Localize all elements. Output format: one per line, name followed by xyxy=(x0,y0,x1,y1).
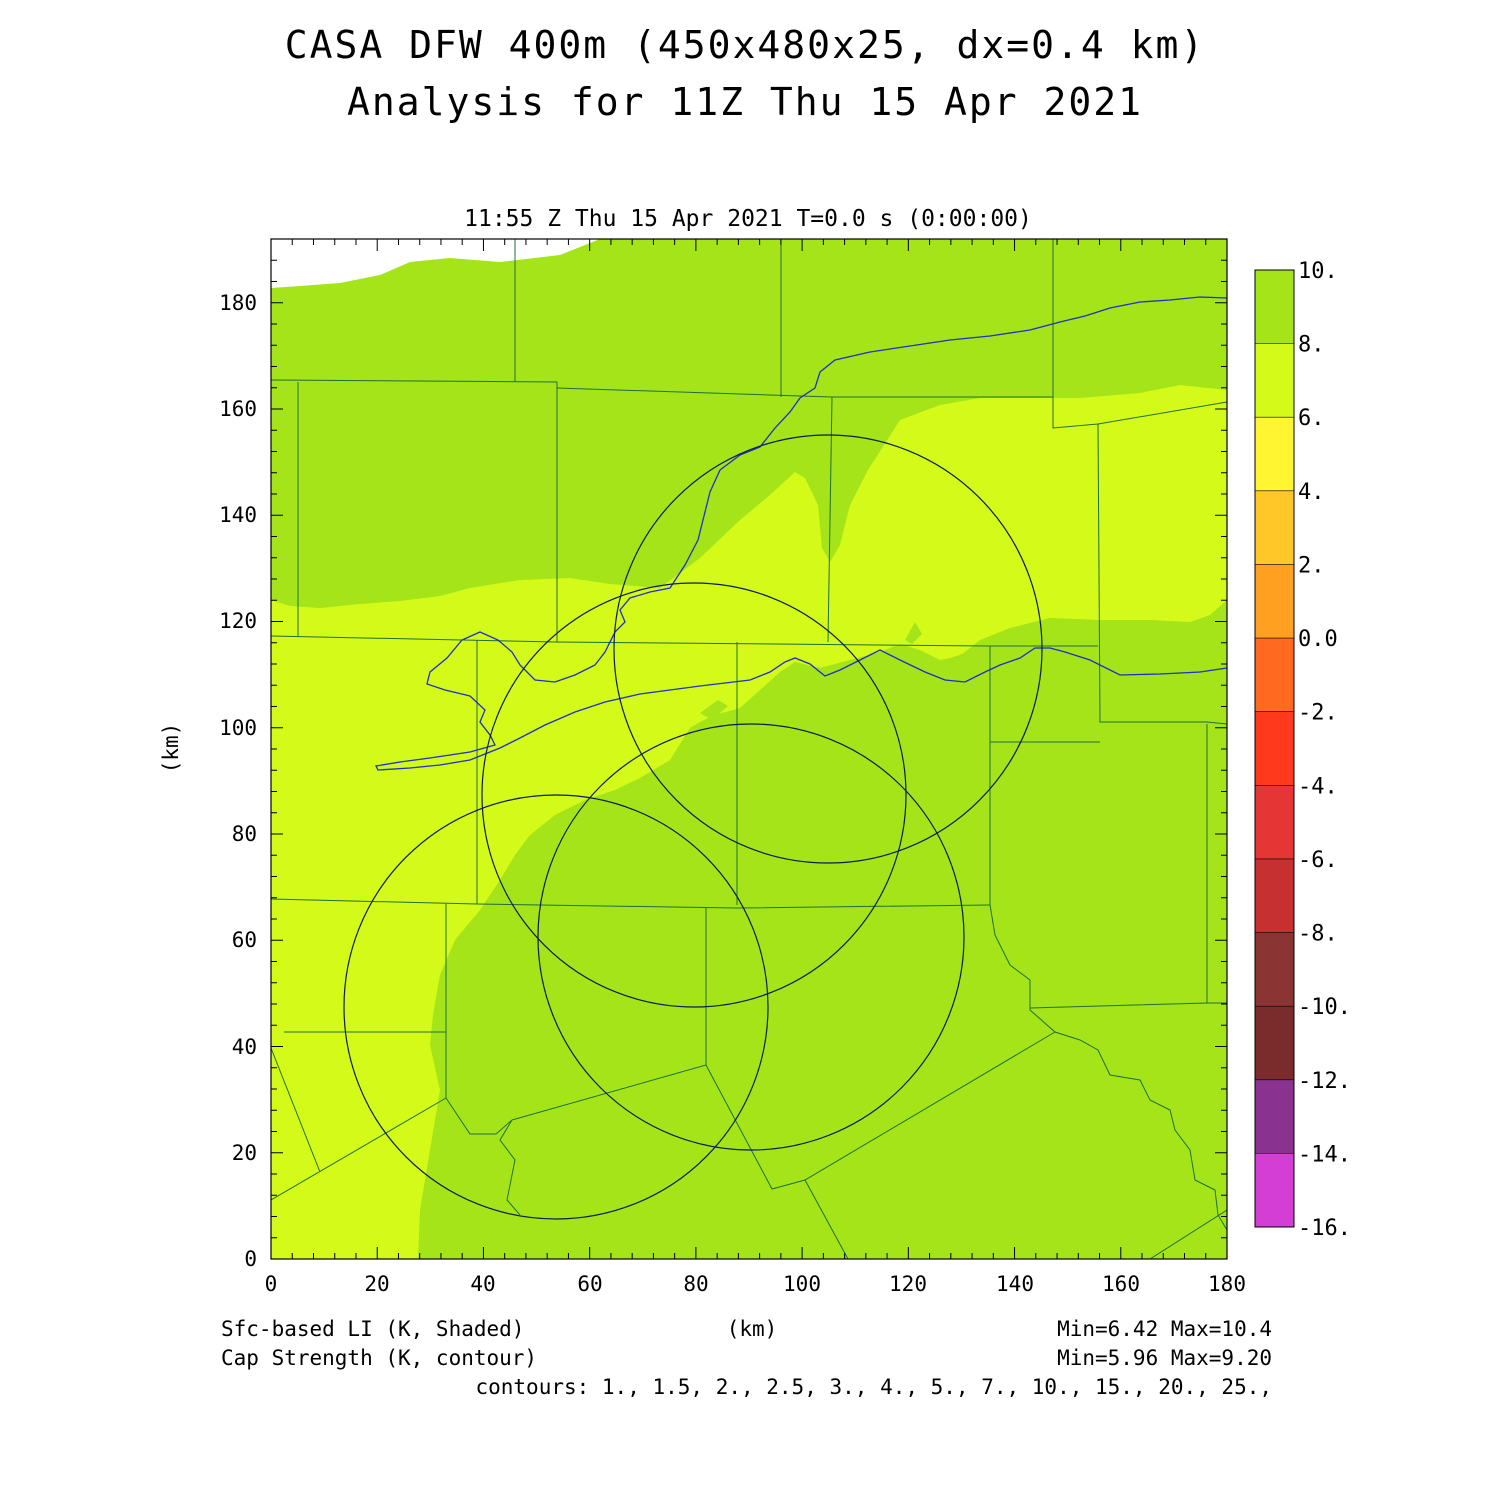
radar-ring-4 xyxy=(343,794,769,1220)
water-features xyxy=(375,296,1227,771)
field2-label: Cap Strength (K, contour) xyxy=(221,1346,537,1370)
y-tick-labels: 0 20 40 60 80 100 120 140 160 180 xyxy=(219,291,257,1271)
colorbar-block xyxy=(1255,417,1294,492)
x-tick-label: 40 xyxy=(470,1272,495,1296)
li-region-6to8 xyxy=(271,385,1227,1259)
x-tick-label: 0 xyxy=(265,1272,278,1296)
colorbar-label: -2. xyxy=(1298,701,1338,726)
colorbar-block xyxy=(1255,270,1294,345)
colorbar-label: 2. xyxy=(1298,553,1325,578)
colorbar-label: -12. xyxy=(1298,1069,1351,1094)
colorbar-label: -6. xyxy=(1298,848,1338,873)
county-boundaries xyxy=(271,239,1227,1259)
radar-ring-2 xyxy=(481,582,907,1008)
x-tick-label: 120 xyxy=(889,1272,927,1296)
field1-label: Sfc-based LI (K, Shaded) xyxy=(221,1317,524,1341)
y-tick-label: 80 xyxy=(232,822,257,846)
y-tick-label: 140 xyxy=(219,503,257,527)
li-island-3 xyxy=(905,622,922,644)
x-tick-label: 100 xyxy=(783,1272,821,1296)
plot-time-label: 11:55 Z Thu 15 Apr 2021 T=0.0 s (0:00:00… xyxy=(464,206,1032,232)
colorbar-block xyxy=(1255,858,1294,934)
y-tick-label: 100 xyxy=(219,716,257,740)
colorbar-block xyxy=(1255,638,1294,713)
colorbar-block xyxy=(1255,711,1294,786)
radar-ring-3 xyxy=(537,723,965,1151)
colorbar: 10. 8. 6. 4. 2. 0.0 -2. -4. -6. -8. -10. -12. -14. -1… xyxy=(1254,259,1351,1241)
y-tick-label: 40 xyxy=(232,1035,257,1059)
colorbar-blocks xyxy=(1255,270,1294,1228)
map-panel: 0 20 40 60 80 100 120 140 160 180 0 20 4… xyxy=(159,238,1246,1296)
main-title-line2: Analysis for 11Z Thu 15 Apr 2021 xyxy=(347,80,1143,124)
y-tick-label: 180 xyxy=(219,291,257,315)
x-tick-label: 180 xyxy=(1208,1272,1246,1296)
colorbar-block xyxy=(1255,1153,1294,1228)
colorbar-label: -4. xyxy=(1298,774,1338,799)
colorbar-label: -14. xyxy=(1298,1142,1351,1167)
field1-minmax: Min=6.42 Max=10.4 xyxy=(1057,1317,1272,1341)
colorbar-block xyxy=(1255,343,1294,418)
x-tick-label: 140 xyxy=(996,1272,1034,1296)
axis-ticks xyxy=(270,238,1228,1260)
y-tick-label: 20 xyxy=(232,1141,257,1165)
colorbar-label: -16. xyxy=(1298,1216,1351,1241)
colorbar-label: -8. xyxy=(1298,922,1338,947)
colorbar-block xyxy=(1255,1006,1294,1081)
radar-rings xyxy=(343,434,1043,1220)
x-tick-label: 80 xyxy=(683,1272,708,1296)
colorbar-label: -10. xyxy=(1298,995,1351,1020)
missing-data-area xyxy=(271,239,600,288)
colorbar-labels: 10. 8. 6. 4. 2. 0.0 -2. -4. -6. -8. -10. -12. -14. -1… xyxy=(1255,259,1351,1241)
footer: Sfc-based LI (K, Shaded) Cap Strength (K… xyxy=(221,1317,1272,1399)
colorbar-block xyxy=(1255,564,1294,639)
colorbar-label: 6. xyxy=(1298,406,1325,431)
colorbar-block xyxy=(1255,932,1294,1007)
field2-minmax: Min=5.96 Max=9.20 xyxy=(1057,1346,1272,1370)
x-axis-label: (km) xyxy=(727,1317,778,1341)
contour-levels: contours: 1., 1.5, 2., 2.5, 3., 4., 5., … xyxy=(475,1375,1272,1399)
x-tick-label: 160 xyxy=(1102,1272,1140,1296)
colorbar-label: 10. xyxy=(1298,259,1338,284)
x-tick-label: 60 xyxy=(577,1272,602,1296)
li-island-1 xyxy=(700,700,728,720)
x-tick-label: 20 xyxy=(364,1272,389,1296)
colorbar-block xyxy=(1255,785,1294,860)
colorbar-label: 0.0 xyxy=(1298,627,1338,652)
y-axis-label: (km) xyxy=(159,723,183,774)
main-title-line1: CASA DFW 400m (450x480x25, dx=0.4 km) xyxy=(285,23,1205,67)
x-tick-labels: 0 20 40 60 80 100 120 140 160 180 xyxy=(265,1272,1246,1296)
y-tick-label: 120 xyxy=(219,609,257,633)
li-island-2 xyxy=(945,654,968,668)
colorbar-block xyxy=(1255,490,1294,565)
y-tick-label: 60 xyxy=(232,928,257,952)
colorbar-label: 4. xyxy=(1298,480,1325,505)
y-tick-label: 0 xyxy=(244,1247,257,1271)
colorbar-label: 8. xyxy=(1298,333,1325,358)
radar-ring-1 xyxy=(613,434,1043,864)
y-tick-label: 160 xyxy=(219,397,257,421)
colorbar-block xyxy=(1255,1079,1294,1154)
